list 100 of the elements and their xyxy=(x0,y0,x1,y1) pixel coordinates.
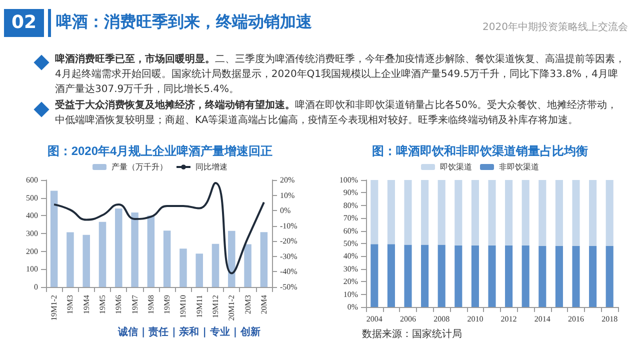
y-tick-label: 50% xyxy=(343,239,358,248)
line-series xyxy=(53,182,265,274)
y-tick-label: 600 xyxy=(26,176,38,184)
x-tick-label: 19M8 xyxy=(146,295,156,314)
y2-tick-label: -50% xyxy=(280,282,298,292)
bar xyxy=(212,244,220,287)
bar xyxy=(589,246,597,307)
bar xyxy=(404,244,412,307)
bar xyxy=(370,244,378,307)
y-tick-label: 70% xyxy=(343,214,358,223)
y2-tick-label: -20% xyxy=(280,236,298,246)
text: 2020年中期投资策略线上交流会 xyxy=(482,20,628,34)
bar xyxy=(228,230,236,287)
legend-label: 同比增速 xyxy=(196,162,228,172)
bar xyxy=(387,244,395,307)
bar xyxy=(522,245,530,307)
y-tick-label: 60% xyxy=(343,226,358,236)
bar xyxy=(438,180,446,245)
bar xyxy=(196,254,203,287)
x-tick-label: 2014 xyxy=(534,314,550,324)
bar xyxy=(589,180,597,246)
text: 受益于大众消费恢复及地摊经济，终端动销有望加速。 xyxy=(55,100,295,111)
y2-tick-label: 20% xyxy=(280,176,295,184)
x-tick-label: 19M10 xyxy=(178,295,188,318)
bar xyxy=(555,180,563,246)
bar xyxy=(98,222,106,287)
x-tick-label: 19M4 xyxy=(82,295,91,314)
x-tick-label: 2006 xyxy=(400,314,416,324)
y2-tick-label: 10% xyxy=(280,190,295,200)
y-tick-label: 90% xyxy=(343,188,358,198)
bar xyxy=(572,180,580,246)
bar xyxy=(454,180,462,246)
chart-title: 图：啤酒即饮和非即饮渠道销量占比均衡 xyxy=(372,144,588,158)
y-tick-label: 20% xyxy=(343,277,358,286)
y-tick-label: 40% xyxy=(343,252,358,261)
bar xyxy=(572,246,580,307)
x-tick-label: 19M3 xyxy=(66,295,75,314)
bar xyxy=(260,232,268,287)
x-tick-label: 20M4 xyxy=(259,295,268,314)
x-tick-label: 19M6 xyxy=(114,295,124,314)
bar xyxy=(471,180,479,246)
bar xyxy=(421,180,429,245)
bar xyxy=(421,244,429,307)
x-tick-label: 2012 xyxy=(500,314,517,324)
y2-tick-label: -30% xyxy=(280,252,298,261)
bar xyxy=(147,216,155,287)
x-tick-label: 20M3 xyxy=(243,295,252,314)
y-tick-label: 0% xyxy=(347,302,358,312)
bar xyxy=(471,245,479,307)
y-tick-label: 80% xyxy=(343,200,358,210)
legend-label: 即饮渠道 xyxy=(440,162,472,172)
bar xyxy=(163,230,171,287)
text: 诚信 | 责任 | 亲和 | 专业 | 创新 xyxy=(118,325,260,339)
x-tick-label: 2018 xyxy=(602,314,618,324)
bar xyxy=(538,246,546,307)
x-tick-label: 19M9 xyxy=(162,295,172,314)
y-tick-label: 500 xyxy=(26,193,38,202)
bar xyxy=(370,180,378,244)
x-tick-label: 20M1-2 xyxy=(227,295,236,321)
y-tick-label: 0 xyxy=(34,282,38,292)
bar xyxy=(438,244,446,307)
bar xyxy=(454,245,462,307)
x-tick-label: 19M1-2 xyxy=(50,295,59,321)
source-note: 数据来源：国家统计局 xyxy=(362,328,462,341)
x-tick-label: 2008 xyxy=(434,314,450,324)
bar xyxy=(115,208,122,287)
y2-tick-label: 0% xyxy=(280,206,291,216)
y-tick-label: 100% xyxy=(339,176,358,184)
bar xyxy=(82,234,90,287)
bar xyxy=(606,180,614,246)
bar xyxy=(555,246,563,307)
x-tick-label: 19M12 xyxy=(211,295,220,318)
bar xyxy=(606,246,614,307)
x-tick-label: 2016 xyxy=(568,314,584,324)
bar xyxy=(538,180,546,246)
bar xyxy=(180,248,187,287)
bar xyxy=(131,212,138,287)
bar xyxy=(404,180,412,245)
bar xyxy=(244,244,252,287)
legend-label: 非即饮渠道 xyxy=(499,162,539,172)
y-tick-label: 300 xyxy=(26,229,38,238)
y-tick-label: 100 xyxy=(26,264,38,274)
y2-tick-label: -40% xyxy=(280,267,298,276)
bar xyxy=(505,180,513,246)
x-tick-label: 19M7 xyxy=(130,295,140,314)
x-tick-label: 19M11 xyxy=(194,295,204,318)
bar xyxy=(66,232,74,287)
bar xyxy=(488,245,496,307)
x-tick-label: 2004 xyxy=(366,314,382,324)
y-tick-label: 400 xyxy=(26,211,38,220)
x-tick-label: 19M5 xyxy=(98,295,107,314)
y-tick-label: 30% xyxy=(343,264,358,274)
bar xyxy=(50,190,58,287)
text: 02 xyxy=(4,9,44,37)
bar xyxy=(505,245,513,307)
chart-title: 图：2020年4月规上企业啤酒产量增速回正 xyxy=(47,144,273,158)
text: 啤酒：消费旺季到来，终端动销加速 xyxy=(56,12,312,33)
y-tick-label: 200 xyxy=(26,246,38,256)
y2-tick-label: -10% xyxy=(280,221,298,230)
bar xyxy=(387,180,395,244)
